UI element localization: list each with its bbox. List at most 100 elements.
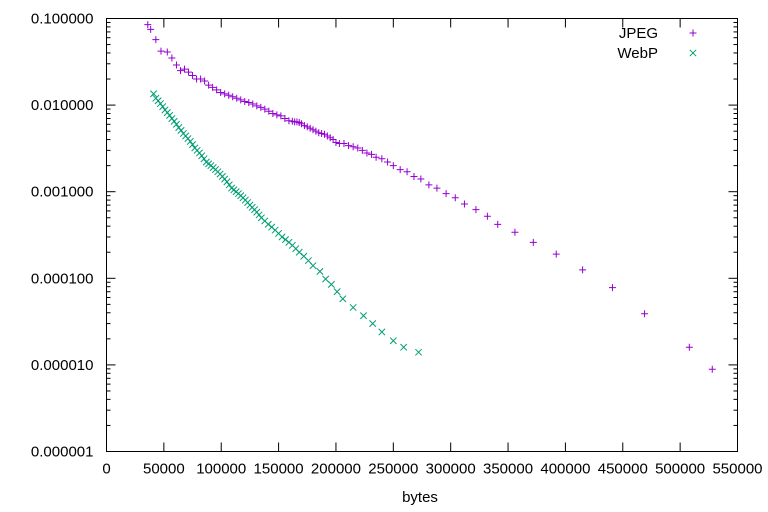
data-point-jpeg — [152, 36, 160, 44]
legend-label-jpeg: JPEG — [619, 25, 658, 42]
x-tick-label: 0 — [102, 461, 110, 478]
data-point-jpeg — [460, 200, 468, 208]
data-point-jpeg — [205, 81, 213, 89]
data-point-jpeg — [229, 93, 237, 101]
data-point-jpeg — [442, 190, 450, 198]
data-point-jpeg — [320, 130, 328, 138]
data-point-jpeg — [378, 155, 386, 163]
data-point-jpeg — [217, 88, 225, 96]
x-axis-title: bytes — [402, 489, 438, 506]
data-point-jpeg — [245, 99, 253, 107]
data-point-webp — [159, 103, 167, 111]
data-point-jpeg — [144, 21, 152, 29]
data-point-jpeg — [221, 90, 229, 98]
data-point-jpeg — [410, 172, 418, 180]
data-point-webp — [339, 295, 347, 303]
data-point-jpeg — [345, 142, 353, 150]
data-point-webp — [198, 152, 206, 160]
data-point-webp — [415, 348, 423, 356]
data-point-webp — [333, 288, 341, 296]
y-tick-label: 0.100000 — [31, 11, 94, 28]
data-point-jpeg — [349, 143, 357, 151]
data-point-jpeg — [157, 47, 165, 55]
y-axis: 0.100000 0.010000 0.001000 0.000100 0.000010… — [31, 11, 738, 461]
data-point-jpeg — [494, 220, 502, 228]
y-tick-label: 0.001000 — [31, 184, 94, 201]
data-point-jpeg — [306, 124, 314, 132]
data-point-webp — [369, 320, 377, 328]
data-point-webp — [172, 120, 181, 128]
data-point-jpeg — [511, 228, 519, 236]
data-point-webp — [322, 275, 330, 283]
data-point-webp — [389, 337, 397, 345]
data-point-jpeg — [257, 103, 265, 111]
data-point-jpeg — [389, 162, 397, 170]
legend: JPEG WebP — [617, 25, 697, 62]
data-point-webp — [400, 343, 408, 351]
data-point-jpeg — [265, 107, 273, 115]
data-point-jpeg — [641, 310, 649, 318]
data-point-jpeg — [253, 102, 261, 110]
data-point-webp — [316, 267, 324, 275]
x-tick-label: 450000 — [598, 461, 648, 478]
data-point-jpeg — [261, 105, 269, 113]
x-tick-label: 550000 — [712, 461, 762, 478]
data-point-jpeg — [273, 111, 281, 119]
y-tick-label: 0.010000 — [31, 97, 94, 114]
data-point-jpeg — [384, 158, 392, 166]
data-point-webp — [278, 233, 286, 241]
x-tick-label: 150000 — [254, 461, 304, 478]
series-jpeg — [144, 21, 716, 373]
data-point-webp — [378, 328, 386, 336]
data-point-jpeg — [163, 48, 171, 56]
data-point-jpeg — [269, 109, 277, 117]
data-point-jpeg — [147, 25, 155, 33]
data-point-jpeg — [403, 168, 411, 176]
data-point-jpeg — [354, 144, 362, 152]
x-tick-label: 350000 — [483, 461, 533, 478]
x-axis: 0 50000 100000 150000 200000 250000 300000 3500… — [102, 18, 763, 478]
data-point-webp — [170, 117, 178, 125]
data-point-jpeg — [201, 77, 209, 85]
plot-frame — [106, 18, 738, 452]
data-point-jpeg — [241, 98, 249, 106]
data-point-jpeg — [213, 86, 221, 94]
x-tick-label: 500000 — [655, 461, 705, 478]
data-point-webp — [166, 111, 174, 119]
y-tick-label: 0.000001 — [31, 444, 94, 461]
data-point-jpeg — [368, 150, 376, 158]
legend-marker-webp — [689, 49, 697, 57]
x-tick-label: 300000 — [426, 461, 476, 478]
data-point-jpeg — [237, 96, 245, 104]
data-point-webp — [149, 90, 158, 98]
data-point-jpeg — [372, 153, 380, 161]
data-point-jpeg — [433, 184, 441, 192]
data-point-jpeg — [323, 132, 331, 140]
series-webp — [149, 90, 423, 356]
data-point-jpeg — [708, 365, 716, 373]
data-point-jpeg — [176, 67, 184, 75]
data-point-jpeg — [197, 75, 205, 83]
x-tick-label: 50000 — [143, 461, 185, 478]
data-point-webp — [309, 262, 317, 270]
data-point-jpeg — [363, 149, 371, 157]
series-layer — [144, 21, 716, 373]
data-point-jpeg — [189, 71, 197, 79]
data-point-jpeg — [181, 65, 189, 73]
x-tick-label: 250000 — [368, 461, 418, 478]
data-point-jpeg — [300, 122, 308, 130]
data-point-jpeg — [425, 181, 433, 189]
data-point-jpeg — [168, 54, 176, 62]
data-point-jpeg — [309, 126, 317, 134]
data-point-jpeg — [396, 166, 404, 174]
data-point-jpeg — [303, 123, 311, 131]
y-tick-label: 0.000100 — [31, 270, 94, 287]
x-tick-label: 400000 — [540, 461, 590, 478]
data-point-jpeg — [608, 284, 616, 292]
data-point-webp — [327, 280, 335, 288]
data-point-jpeg — [552, 250, 560, 258]
data-point-jpeg — [529, 238, 537, 246]
legend-marker-jpeg — [689, 29, 697, 37]
data-point-jpeg — [285, 117, 293, 125]
